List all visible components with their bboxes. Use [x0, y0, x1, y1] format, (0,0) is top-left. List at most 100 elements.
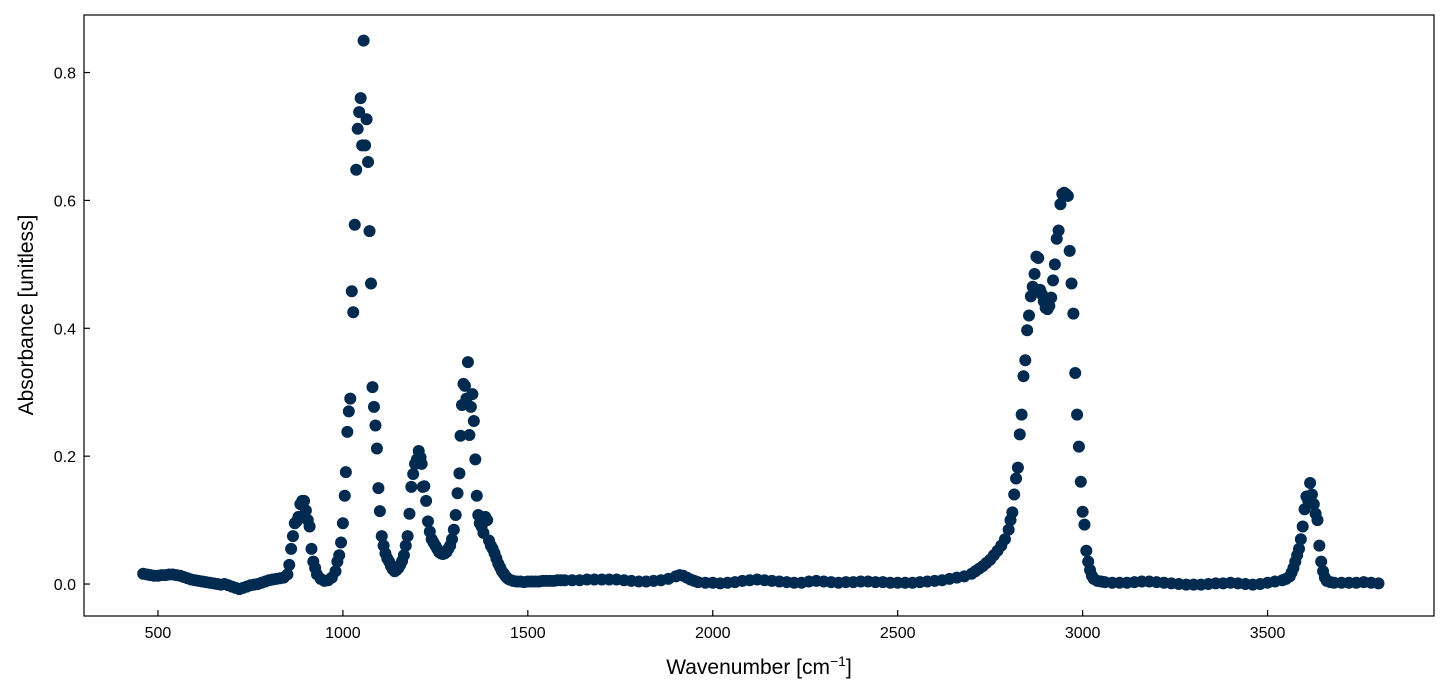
data-point [1305, 488, 1318, 501]
data-point [401, 530, 414, 543]
data-point [1024, 290, 1037, 303]
data-point [453, 467, 466, 480]
y-tick-label: 0.8 [54, 66, 76, 83]
data-point [366, 381, 379, 394]
data-point [373, 505, 386, 518]
data-point [345, 285, 358, 298]
data-point [403, 507, 416, 520]
data-point [360, 113, 373, 126]
data-point [1071, 408, 1084, 421]
data-point [1074, 475, 1087, 488]
x-tick-label: 500 [145, 625, 172, 642]
data-point [399, 539, 412, 552]
data-point [341, 425, 354, 438]
data-point [1078, 518, 1091, 531]
data-point [285, 542, 298, 555]
data-point [1052, 224, 1065, 237]
data-point [357, 34, 370, 47]
data-point [461, 356, 474, 369]
data-point [344, 392, 357, 405]
data-point [1294, 533, 1307, 546]
y-axis-ticks: 0.0 0.2 0.4 0.6 0.8 [54, 66, 90, 594]
data-point [463, 429, 476, 442]
data-point [1047, 274, 1060, 287]
y-tick-label: 0.0 [54, 577, 76, 594]
data-point [407, 468, 420, 481]
data-point [420, 494, 433, 507]
data-point [362, 156, 375, 169]
data-point [286, 530, 299, 543]
data-points [137, 34, 1385, 596]
x-tick-label: 1500 [510, 625, 546, 642]
data-point [370, 442, 383, 455]
data-point [1067, 307, 1080, 320]
data-point [1048, 258, 1061, 271]
data-point [446, 533, 459, 546]
x-axis-label: Wavenumber [cm−1] [666, 653, 852, 679]
data-point [1017, 370, 1030, 383]
data-point [354, 92, 367, 105]
data-point [305, 542, 318, 555]
y-axis-label: Absorbance [unitless] [15, 215, 38, 416]
data-point [1069, 367, 1082, 380]
data-point [469, 453, 482, 466]
data-point [1013, 428, 1026, 441]
data-point [338, 489, 351, 502]
x-tick-label: 1000 [325, 625, 361, 642]
data-point [336, 517, 349, 530]
data-point [342, 405, 355, 418]
data-point [418, 480, 431, 493]
data-point [467, 414, 480, 427]
data-point [281, 568, 294, 581]
data-point [283, 558, 296, 571]
data-point [451, 487, 464, 500]
data-point [350, 163, 363, 176]
data-point [1002, 523, 1015, 536]
data-point [1008, 488, 1021, 501]
data-point [1023, 309, 1035, 322]
data-point [1313, 539, 1326, 552]
data-point [1065, 277, 1078, 290]
data-point [1080, 544, 1093, 557]
data-point [466, 388, 479, 401]
data-point [1015, 408, 1028, 421]
data-point [372, 482, 385, 495]
data-point [458, 379, 471, 392]
data-point [1021, 324, 1034, 337]
plot-background [84, 15, 1434, 616]
data-point [998, 533, 1011, 546]
data-point [348, 218, 361, 231]
x-axis-ticks: 500 1000 1500 2000 2500 3000 3500 [145, 610, 1285, 642]
x-tick-label: 3000 [1065, 625, 1101, 642]
data-point [365, 277, 378, 290]
data-point [1315, 555, 1328, 568]
data-point [1032, 251, 1045, 264]
data-point [1006, 506, 1019, 519]
data-point [464, 400, 477, 413]
data-point [1293, 542, 1305, 555]
data-point [1054, 198, 1067, 211]
data-point [347, 306, 360, 319]
y-tick-label: 0.4 [54, 321, 76, 338]
data-point [298, 494, 311, 507]
data-point [1061, 189, 1074, 202]
data-point [1045, 291, 1058, 304]
x-tick-label: 2000 [695, 625, 731, 642]
data-point [1010, 472, 1023, 485]
data-point [454, 429, 467, 442]
data-point [447, 523, 460, 536]
data-point [397, 549, 410, 562]
data-point [1076, 505, 1089, 518]
y-tick-label: 0.2 [54, 449, 76, 466]
data-point [1311, 514, 1324, 527]
data-point [1011, 461, 1024, 474]
data-point [369, 419, 382, 432]
data-point [333, 549, 346, 562]
data-point [421, 515, 434, 528]
data-point [363, 225, 376, 238]
data-point [1296, 520, 1309, 533]
data-point [303, 520, 316, 533]
data-point [299, 504, 312, 517]
data-point [339, 466, 352, 479]
data-point [470, 489, 483, 502]
